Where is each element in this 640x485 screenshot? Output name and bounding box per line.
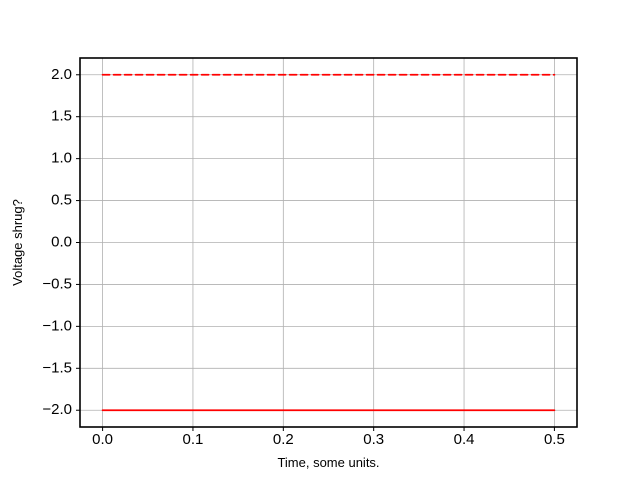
svg-text:0.5: 0.5 <box>51 192 72 209</box>
svg-text:−2.0: −2.0 <box>42 401 72 418</box>
svg-text:1.5: 1.5 <box>51 108 72 125</box>
svg-text:−0.5: −0.5 <box>42 275 72 292</box>
svg-text:2.0: 2.0 <box>51 66 72 83</box>
svg-text:0.3: 0.3 <box>363 431 384 448</box>
svg-text:Time, some units.: Time, some units. <box>277 455 379 470</box>
svg-text:−1.5: −1.5 <box>42 359 72 376</box>
svg-text:1.0: 1.0 <box>51 150 72 167</box>
svg-text:−1.0: −1.0 <box>42 317 72 334</box>
svg-text:0.2: 0.2 <box>273 431 294 448</box>
svg-text:0.0: 0.0 <box>51 234 72 251</box>
svg-text:0.4: 0.4 <box>454 431 475 448</box>
svg-text:0.1: 0.1 <box>183 431 204 448</box>
svg-text:0.5: 0.5 <box>544 431 565 448</box>
svg-text:0.0: 0.0 <box>92 431 113 448</box>
svg-text:Voltage shrug?: Voltage shrug? <box>10 199 25 286</box>
